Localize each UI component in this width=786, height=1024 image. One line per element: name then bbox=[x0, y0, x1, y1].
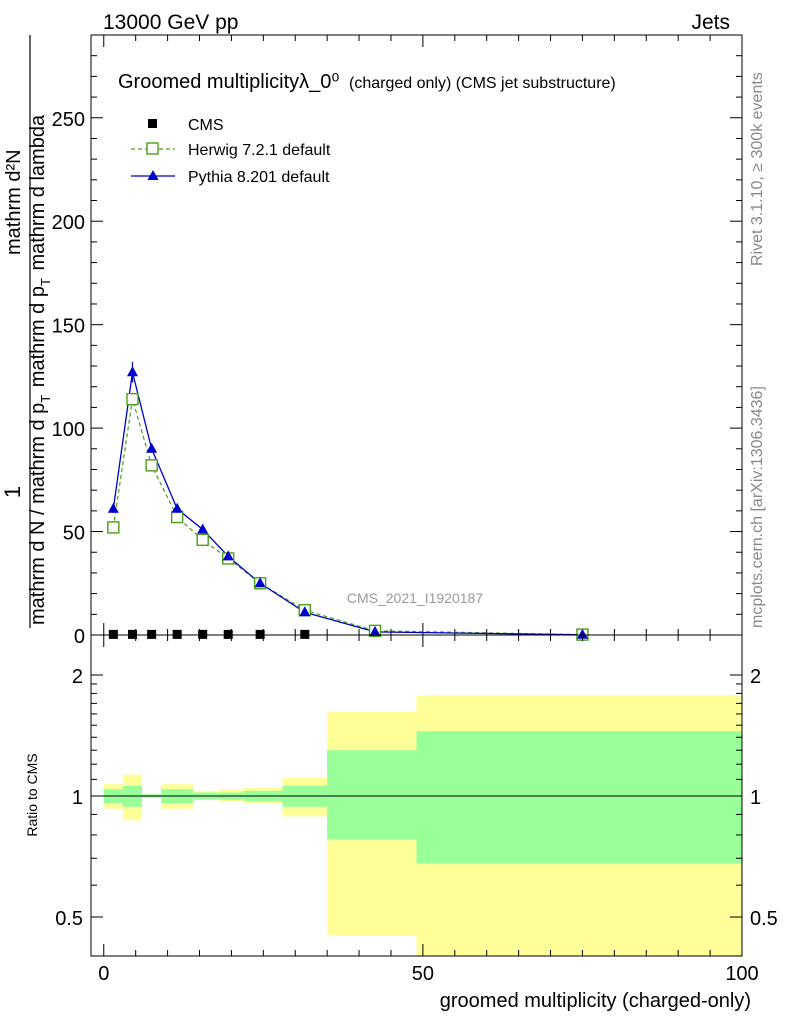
legend-pythia-label: Pythia 8.201 default bbox=[188, 169, 330, 186]
analysis-watermark: CMS_2021_I1920187 bbox=[347, 590, 483, 606]
pythia-point bbox=[146, 442, 158, 453]
cms-data-point bbox=[255, 629, 265, 639]
legend: CMS Herwig 7.2.1 default Pythia 8.201 de… bbox=[131, 117, 331, 186]
legend-herwig-label: Herwig 7.2.1 default bbox=[188, 142, 331, 159]
ylabel-main-num: mathrm d²N bbox=[3, 149, 25, 255]
main-y-ticks: 0 50 100 150 200 250 bbox=[52, 34, 743, 648]
plot-title-main: Groomed multiplicityλ_0⁰ bbox=[118, 71, 339, 93]
pythia-point bbox=[299, 606, 311, 617]
x-tick-label: 50 bbox=[412, 963, 434, 985]
herwig-point bbox=[126, 392, 139, 406]
mcplots-label: mcplots.cern.ch [arXiv:1306.3436] bbox=[749, 386, 766, 628]
ylabel-fraction-den: mathrm d N / mathrm d pT mathrm d pT mat… bbox=[27, 114, 55, 625]
ratio-y-tick-label: 1 bbox=[72, 787, 83, 809]
pythia-point bbox=[171, 502, 183, 513]
ratio-bands-layer bbox=[103, 695, 742, 956]
pythia-point bbox=[197, 523, 209, 534]
herwig-series-line bbox=[112, 398, 583, 636]
cms-data-point bbox=[223, 629, 233, 639]
herwig-point bbox=[170, 510, 184, 524]
cms-data-point bbox=[147, 629, 157, 639]
legend-pythia-marker bbox=[147, 170, 159, 180]
pythia-series-line bbox=[112, 372, 583, 636]
ratio-y-tick-label-right: 1 bbox=[750, 787, 761, 809]
main-y-axis-label: 1 mathrm d N / mathrm d pT mathrm d pT m… bbox=[0, 35, 55, 628]
pythia-point bbox=[126, 366, 138, 377]
main-y-tick-label: 0 bbox=[74, 626, 85, 648]
header-jets-label: Jets bbox=[691, 11, 730, 34]
legend-cms-marker bbox=[148, 119, 157, 128]
cms-data-point bbox=[172, 629, 182, 639]
cms-data-point bbox=[300, 629, 310, 639]
cms-data-point bbox=[127, 629, 137, 639]
legend-herwig-marker bbox=[146, 142, 159, 155]
plot-title: Groomed multiplicityλ_0⁰ (charged only) … bbox=[118, 71, 616, 93]
pythia-point bbox=[254, 577, 266, 588]
ratio-inner-band bbox=[416, 731, 742, 864]
legend-cms-label: CMS bbox=[188, 117, 224, 134]
ratio-axis-ticks: 0.5 0.5 1 1 2 2 0 50 100 bbox=[55, 635, 778, 985]
ratio-y-tick-label: 0.5 bbox=[55, 908, 83, 930]
herwig-point bbox=[107, 521, 120, 534]
pythia-point bbox=[107, 502, 119, 513]
ratio-y-tick-label-right: 2 bbox=[750, 666, 761, 688]
herwig-point bbox=[145, 459, 158, 472]
plot-title-suffix: (charged only) (CMS jet substructure) bbox=[349, 75, 616, 92]
ratio-y-axis-label: Ratio to CMS bbox=[24, 753, 40, 836]
main-y-tick-label: 200 bbox=[52, 212, 85, 234]
ratio-inner-band bbox=[327, 750, 417, 840]
main-y-tick-label: 50 bbox=[63, 523, 85, 545]
main-series-layer bbox=[107, 361, 589, 641]
pythia-point bbox=[576, 628, 588, 639]
ratio-y-tick-label-right: 0.5 bbox=[750, 908, 778, 930]
x-tick-label: 100 bbox=[725, 963, 758, 985]
pythia-point bbox=[369, 625, 381, 636]
header-energy-label: 13000 GeV pp bbox=[103, 11, 238, 34]
ylabel-one: 1 bbox=[0, 486, 25, 498]
herwig-point bbox=[196, 533, 209, 547]
main-y-tick-label: 150 bbox=[52, 316, 85, 338]
main-y-tick-label: 100 bbox=[52, 419, 85, 441]
rivet-version-label: Rivet 3.1.10, ≥ 300k events bbox=[749, 72, 766, 266]
pythia-point bbox=[222, 550, 234, 561]
x-axis-label: groomed multiplicity (charged-only) bbox=[440, 990, 751, 1012]
main-y-tick-label: 250 bbox=[52, 109, 85, 131]
ratio-y-tick-label: 2 bbox=[72, 666, 83, 688]
cms-data-point bbox=[108, 629, 118, 639]
cms-data-point bbox=[198, 629, 208, 639]
x-tick-label: 0 bbox=[98, 963, 109, 985]
